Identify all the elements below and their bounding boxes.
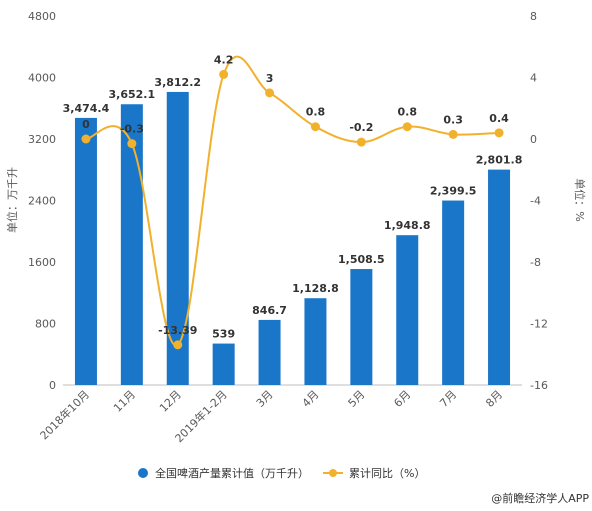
- bar: [120, 104, 143, 385]
- category-label: 4月: [300, 388, 322, 410]
- line-point: [219, 69, 229, 79]
- bar: [442, 200, 465, 385]
- line-value-label: 0.8: [306, 106, 326, 119]
- bar: [396, 235, 419, 385]
- line-value-label: -0.3: [120, 123, 144, 136]
- line-value-label: 0: [82, 118, 90, 131]
- left-axis-ticks: 0 800 1600 2400 3200 4000 4800: [28, 10, 56, 392]
- category-label: 5月: [346, 388, 368, 410]
- category-label: 8月: [483, 388, 505, 410]
- left-tick-label: 0: [49, 379, 56, 392]
- line-point: [494, 128, 504, 138]
- bar-value-label: 846.7: [252, 304, 287, 317]
- right-tick-label: 8: [530, 10, 537, 23]
- right-tick-label: -12: [530, 318, 548, 331]
- category-label: 7月: [437, 388, 459, 410]
- line-value-label: 0.4: [489, 112, 509, 125]
- bar-value-label: 1,508.5: [338, 253, 385, 266]
- bar-value-label: 3,812.2: [154, 76, 201, 89]
- legend-bar-marker: [138, 468, 148, 478]
- bar-value-label: 2,801.8: [476, 154, 523, 167]
- bar-value-label: 1,948.8: [384, 219, 431, 232]
- line-value-label: 0.8: [398, 106, 418, 119]
- bar: [488, 169, 511, 385]
- right-tick-label: 0: [530, 133, 537, 146]
- category-label: 3月: [254, 388, 276, 410]
- line-value-label: 3: [266, 72, 274, 85]
- line-point: [356, 137, 366, 147]
- line-point: [448, 129, 458, 139]
- bar: [212, 343, 235, 385]
- line-point: [402, 122, 412, 132]
- category-label: 11月: [111, 388, 138, 415]
- line-value-label: -0.2: [349, 121, 373, 134]
- left-axis-title: 单位：万千升: [5, 167, 19, 233]
- legend-bar-label: 全国啤酒产量累计值（万千升）: [155, 466, 309, 480]
- bar-value-label: 3,474.4: [63, 102, 110, 115]
- category-label: 2018年10月: [37, 387, 92, 442]
- line-point: [173, 340, 183, 350]
- line-point: [81, 134, 91, 144]
- left-tick-label: 2400: [28, 195, 56, 208]
- category-label: 12月: [157, 388, 184, 415]
- bar: [304, 298, 327, 385]
- source-credit: @前瞻经济学人APP: [491, 491, 589, 505]
- bar: [166, 91, 189, 385]
- bar-value-label: 1,128.8: [292, 282, 339, 295]
- line-value-label: -13.39: [158, 324, 197, 337]
- right-axis-title: 单位：%: [573, 178, 587, 221]
- line-point: [127, 139, 137, 149]
- bar-value-label: 3,652.1: [109, 88, 156, 101]
- right-axis-ticks: -16 -12 -8 -4 0 4 8: [530, 10, 548, 392]
- right-tick-label: 4: [530, 72, 537, 85]
- line-series: 0 -0.3 -13.39 4.2 3 0.8 -0.2 0.8 0.3 0.4: [81, 53, 509, 350]
- legend-line-label: 累计同比（%）: [349, 467, 425, 480]
- right-tick-label: -8: [530, 256, 541, 269]
- bar-value-label: 539: [212, 328, 235, 341]
- bar: [74, 117, 97, 385]
- left-tick-label: 4000: [28, 72, 56, 85]
- line-value-label: 0.3: [443, 113, 463, 126]
- line-value-label: 4.2: [214, 53, 234, 66]
- bar-value-label: 2,399.5: [430, 185, 477, 198]
- left-tick-label: 800: [35, 318, 56, 331]
- legend-line-marker: [329, 469, 337, 477]
- legend: 全国啤酒产量累计值（万千升） 累计同比（%）: [138, 466, 425, 480]
- bar-series: 3,474.43,652.13,812.2 539 846.7 1,128.8 1,50…: [63, 76, 523, 385]
- right-tick-label: -16: [530, 379, 548, 392]
- left-tick-label: 1600: [28, 256, 56, 269]
- left-tick-label: 3200: [28, 133, 56, 146]
- line-point: [265, 88, 275, 98]
- line-point: [310, 122, 320, 132]
- category-label: 6月: [391, 388, 413, 410]
- bar: [258, 319, 281, 385]
- bar: [350, 269, 373, 385]
- left-tick-label: 4800: [28, 10, 56, 23]
- right-tick-label: -4: [530, 195, 541, 208]
